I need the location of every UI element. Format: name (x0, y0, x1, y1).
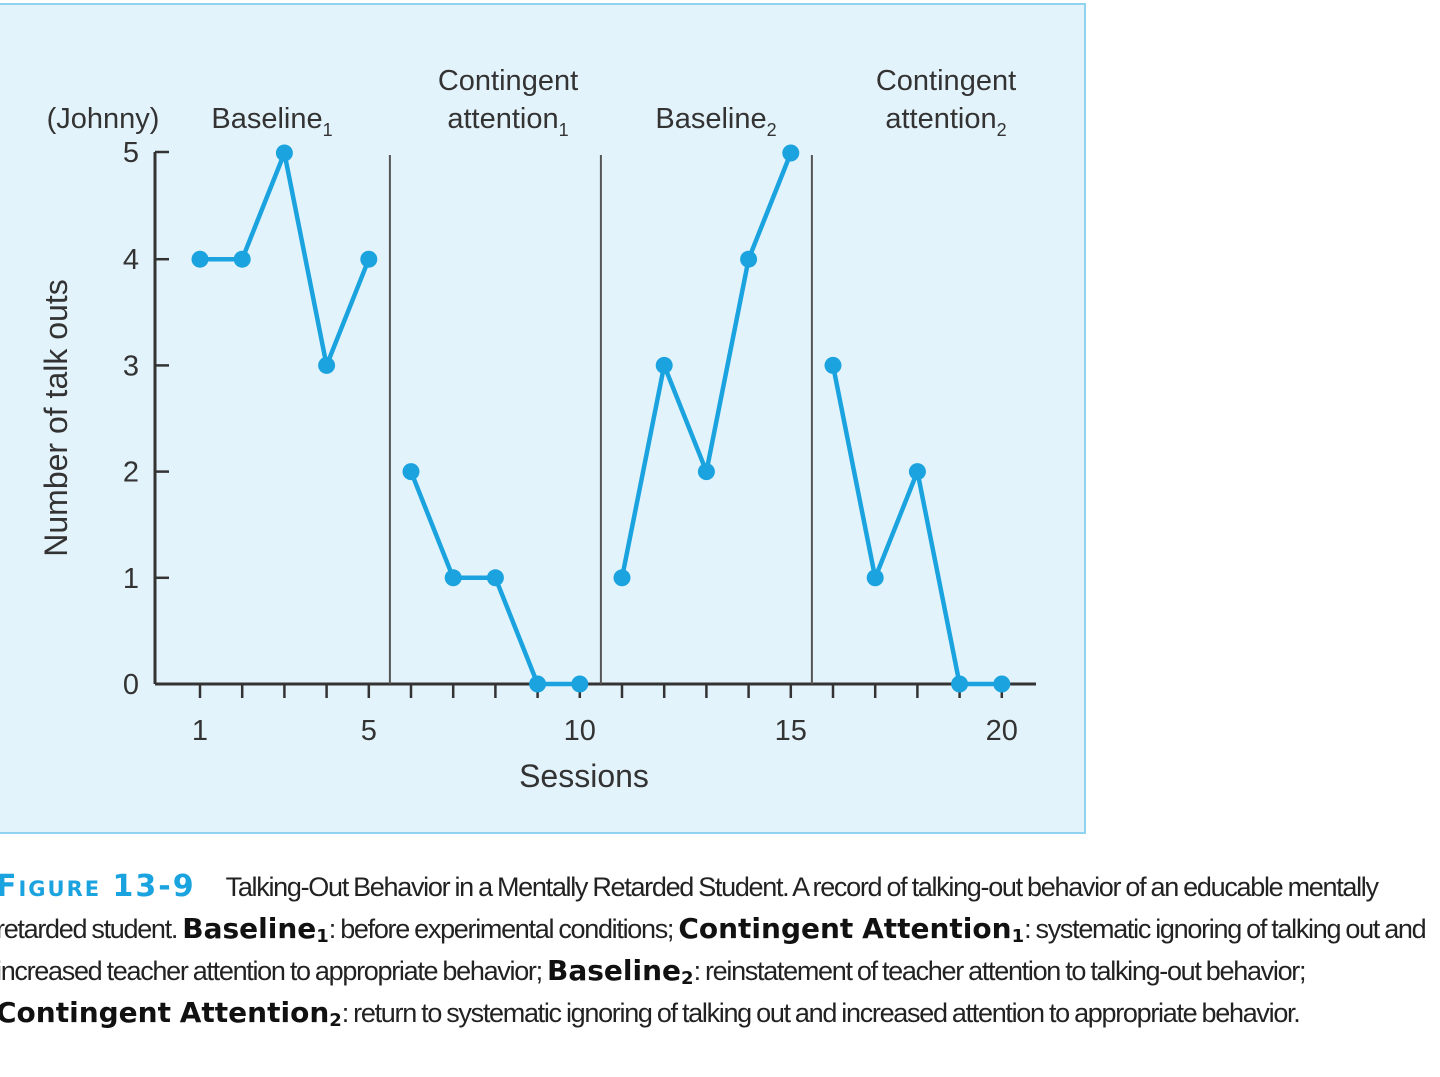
data-point (824, 356, 842, 374)
phase-label-subscript: 2 (767, 120, 777, 140)
x-axis-title: Sessions (519, 758, 649, 794)
x-tick-label: 5 (361, 715, 377, 747)
y-tick-label: 0 (123, 669, 139, 701)
x-tick-label: 15 (775, 715, 807, 747)
chart-panel (0, 3, 1086, 834)
data-point (740, 250, 758, 268)
data-point (782, 144, 800, 162)
y-tick-label: 1 (123, 563, 139, 595)
phase-label: Baseline2 (655, 103, 776, 140)
term-baseline-2-text: : reinstatement of teacher attention to … (693, 956, 1307, 986)
series-line-phase-4 (830, 364, 1002, 687)
data-point (233, 250, 251, 268)
term-baseline-1: Baseline1 (182, 912, 329, 947)
term-baseline-2: Baseline2 (547, 954, 694, 989)
x-tick-label: 20 (986, 715, 1018, 747)
phase-label: Baseline1 (211, 103, 332, 140)
data-point (951, 675, 969, 693)
term-contingent-attention-1-text: : systematic ignoring of talking out and… (0, 914, 1427, 986)
figure-label: Figure 13-9 (0, 869, 196, 904)
term-baseline-1-text: : before experimental conditions; (328, 914, 675, 944)
data-point (866, 569, 884, 587)
phase-label: Contingent (438, 65, 578, 97)
data-point (655, 356, 673, 374)
y-tick-label: 5 (123, 137, 139, 169)
series-line-phase-3 (619, 152, 793, 579)
data-point (402, 463, 420, 481)
data-point (444, 569, 462, 587)
data-point (486, 569, 504, 587)
x-tick-label: 1 (192, 715, 208, 747)
data-point (275, 144, 293, 162)
data-point (529, 675, 547, 693)
y-tick-label: 4 (123, 244, 139, 276)
x-tick-label: 10 (564, 715, 596, 747)
data-point (571, 675, 589, 693)
data-point (360, 250, 378, 268)
data-point (613, 569, 631, 587)
y-tick-label: 3 (123, 350, 139, 382)
data-point (697, 463, 715, 481)
figure-caption: Figure 13-9 Talking-Out Behavior in a Men… (0, 866, 1436, 1034)
data-point (191, 250, 209, 268)
phase-label: attention1 (447, 103, 568, 140)
figure-title: Talking-Out Behavior in a Mentally Retar… (0, 872, 1379, 944)
data-point (318, 356, 336, 374)
phase-label-subscript: 1 (559, 120, 569, 140)
phase-label-subscript: 2 (997, 120, 1007, 140)
term-contingent-attention-2: Contingent Attention2 (0, 996, 342, 1031)
y-tick-label: 2 (123, 457, 139, 489)
term-contingent-attention-2-text: : return to systematic ignoring of talki… (341, 998, 1301, 1028)
phase-label-subscript: 1 (323, 120, 333, 140)
phase-label: attention2 (885, 103, 1006, 140)
data-point (908, 463, 926, 481)
phase-label: Contingent (876, 65, 1016, 97)
term-contingent-attention-1: Contingent Attention1 (678, 912, 1025, 947)
subject-label: (Johnny) (47, 103, 160, 135)
data-point (993, 675, 1011, 693)
y-axis-title: Number of talk outs (38, 279, 74, 556)
series-line-phase-1 (200, 150, 371, 368)
